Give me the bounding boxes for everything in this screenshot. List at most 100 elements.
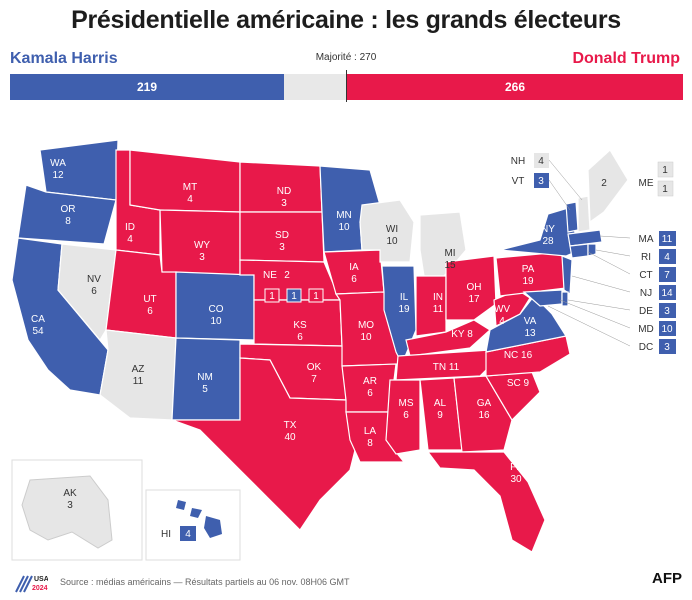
svg-text:MI: MI — [444, 248, 455, 259]
svg-text:14: 14 — [661, 288, 673, 299]
me-d1-votes: 1 — [662, 165, 668, 176]
votes-mt: 4 — [187, 194, 193, 205]
ne-d2-votes: 1 — [291, 291, 297, 302]
svg-text:GA: GA — [477, 398, 492, 409]
svg-text:DC: DC — [639, 342, 653, 353]
svg-text:KS: KS — [293, 320, 307, 331]
svg-text:VT: VT — [512, 176, 525, 187]
source-footer: Source : médias américains — Résultats p… — [60, 577, 350, 587]
state-tx — [171, 357, 361, 531]
svg-text:CT: CT — [639, 270, 652, 281]
svg-text:MA: MA — [639, 234, 654, 245]
votes-me: 2 — [601, 178, 607, 189]
me-d2-votes: 1 — [662, 184, 668, 195]
votes-tx: 40 — [284, 432, 296, 443]
svg-text:MS: MS — [399, 398, 414, 409]
svg-text:KY 8: KY 8 — [451, 329, 473, 340]
svg-text:11: 11 — [662, 234, 673, 245]
svg-text:WY: WY — [194, 240, 210, 251]
votes-az: 11 — [133, 376, 144, 387]
candidate-trump: Donald Trump — [572, 50, 680, 67]
svg-text:OR: OR — [61, 204, 76, 215]
state-ak — [21, 475, 113, 549]
votes-ms: 6 — [403, 410, 409, 421]
svg-text:FL: FL — [510, 462, 522, 473]
svg-text:NJ: NJ — [640, 288, 652, 299]
state-nv — [57, 243, 117, 342]
ne-d1-votes: 1 — [269, 291, 275, 302]
votes-mn: 10 — [338, 222, 350, 233]
svg-text:NE: NE — [263, 270, 277, 281]
state-nj — [561, 255, 573, 296]
svg-text:4: 4 — [664, 252, 670, 263]
state-ga — [453, 375, 513, 453]
state-wi — [359, 199, 415, 263]
votes-ar: 6 — [367, 388, 373, 399]
svg-text:MD: MD — [638, 324, 654, 335]
votes-or: 8 — [65, 216, 71, 227]
svg-text:SC 9: SC 9 — [507, 378, 530, 389]
svg-text:AL: AL — [434, 398, 447, 409]
svg-text:RI: RI — [641, 252, 651, 263]
svg-text:UT: UT — [143, 294, 156, 305]
svg-text:NC 16: NC 16 — [504, 350, 533, 361]
svg-text:ND: ND — [277, 186, 291, 197]
svg-text:3: 3 — [538, 176, 544, 187]
side-labels: NH 4 VT 3 MA 11 RI 4 CT 7 NJ 14 DE 3 MD … — [511, 153, 676, 354]
svg-text:PA: PA — [522, 264, 535, 275]
svg-text:TN 11: TN 11 — [433, 362, 460, 373]
svg-text:AK: AK — [63, 488, 77, 499]
votes-sd: 3 — [279, 242, 285, 253]
svg-text:DE: DE — [639, 306, 653, 317]
state-ct — [569, 243, 589, 259]
votes-ny: 28 — [542, 236, 554, 247]
votes-ak: 3 — [67, 500, 73, 511]
state-me — [587, 149, 629, 224]
votes-hi: 4 — [185, 529, 191, 540]
votes-in: 11 — [433, 304, 444, 315]
votes-mo: 10 — [360, 332, 372, 343]
svg-text:MO: MO — [358, 320, 374, 331]
svg-text:3: 3 — [664, 306, 670, 317]
votes-al: 9 — [437, 410, 443, 421]
trump-total-bar: 266 — [347, 74, 683, 100]
svg-text:NY: NY — [541, 224, 555, 235]
hawaii-inset: HI 4 — [145, 489, 241, 561]
svg-text:MT: MT — [183, 182, 197, 193]
state-nh — [577, 195, 591, 233]
votes-nv: 6 — [91, 286, 97, 297]
afp-logo: AFP — [652, 570, 682, 587]
votes-ia: 6 — [351, 274, 357, 285]
svg-text:CA: CA — [31, 314, 45, 325]
svg-text:NH: NH — [511, 156, 525, 167]
votes-wi: 10 — [386, 236, 398, 247]
votes-ga: 16 — [478, 410, 490, 421]
svg-text:IN: IN — [433, 292, 443, 303]
page-title: Présidentielle américaine : les grands é… — [71, 6, 621, 34]
votes-nd: 3 — [281, 198, 287, 209]
state-oh — [445, 255, 497, 321]
svg-text:3: 3 — [664, 342, 670, 353]
svg-text:WA: WA — [50, 158, 66, 169]
svg-text:IA: IA — [349, 262, 359, 273]
svg-text:TX: TX — [284, 420, 297, 431]
svg-text:7: 7 — [664, 270, 670, 281]
harris-total-bar: 219 — [10, 74, 284, 100]
usa-2024-logo: USA 2024 — [15, 575, 48, 593]
svg-text:MN: MN — [336, 210, 352, 221]
state-ma — [567, 229, 603, 247]
candidate-harris: Kamala Harris — [10, 50, 118, 67]
votes-nm: 5 — [202, 384, 208, 395]
votes-oh: 17 — [468, 294, 480, 305]
state-fl — [426, 451, 546, 553]
state-de — [561, 291, 569, 307]
svg-text:ID: ID — [125, 222, 135, 233]
ne-districts: 1 1 1 — [264, 288, 324, 303]
votes-co: 10 — [210, 316, 222, 327]
state-ms — [385, 379, 421, 455]
svg-text:OK: OK — [307, 362, 322, 373]
svg-text:AZ: AZ — [132, 364, 145, 375]
undecided-bar — [284, 74, 347, 100]
alaska-inset: AK 3 — [11, 459, 143, 561]
votes-ne: 2 — [284, 270, 290, 281]
